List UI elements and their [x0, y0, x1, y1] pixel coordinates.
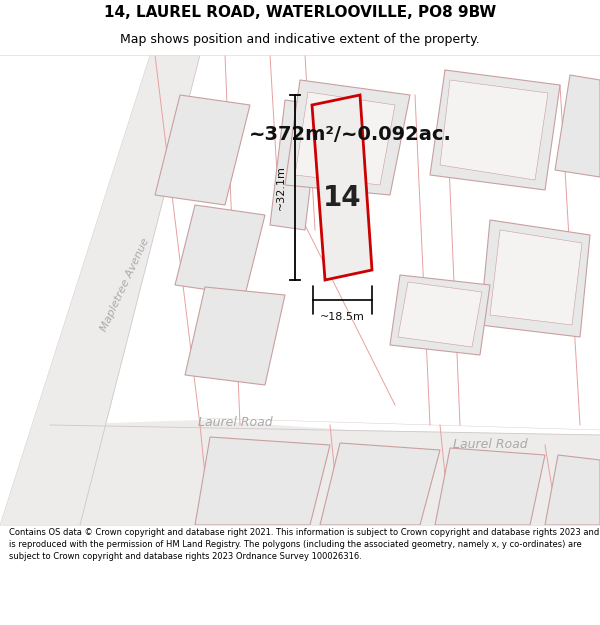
Text: Contains OS data © Crown copyright and database right 2021. This information is : Contains OS data © Crown copyright and d…	[9, 528, 599, 561]
Polygon shape	[320, 443, 440, 525]
Polygon shape	[50, 420, 600, 525]
Polygon shape	[0, 55, 200, 525]
Polygon shape	[545, 455, 600, 525]
Polygon shape	[295, 92, 395, 185]
Text: ~32.1m: ~32.1m	[276, 165, 286, 210]
Polygon shape	[285, 80, 410, 195]
Polygon shape	[175, 205, 265, 295]
Polygon shape	[555, 75, 600, 177]
Text: ~18.5m: ~18.5m	[320, 312, 365, 322]
Polygon shape	[440, 80, 548, 180]
Text: Laurel Road: Laurel Road	[197, 416, 272, 429]
Polygon shape	[490, 230, 582, 325]
Text: Mapletree Avenue: Mapletree Avenue	[99, 237, 151, 333]
Polygon shape	[270, 100, 320, 230]
Polygon shape	[155, 95, 250, 205]
Text: Map shows position and indicative extent of the property.: Map shows position and indicative extent…	[120, 33, 480, 46]
Polygon shape	[430, 70, 560, 190]
Polygon shape	[398, 282, 482, 347]
Text: ~372m²/~0.092ac.: ~372m²/~0.092ac.	[248, 126, 451, 144]
Polygon shape	[195, 437, 330, 525]
Polygon shape	[480, 220, 590, 337]
Text: Laurel Road: Laurel Road	[452, 439, 527, 451]
Text: 14, LAUREL ROAD, WATERLOOVILLE, PO8 9BW: 14, LAUREL ROAD, WATERLOOVILLE, PO8 9BW	[104, 4, 496, 19]
Polygon shape	[312, 95, 372, 280]
Polygon shape	[435, 448, 545, 525]
Text: 14: 14	[323, 184, 362, 211]
Polygon shape	[390, 275, 490, 355]
Polygon shape	[185, 287, 285, 385]
